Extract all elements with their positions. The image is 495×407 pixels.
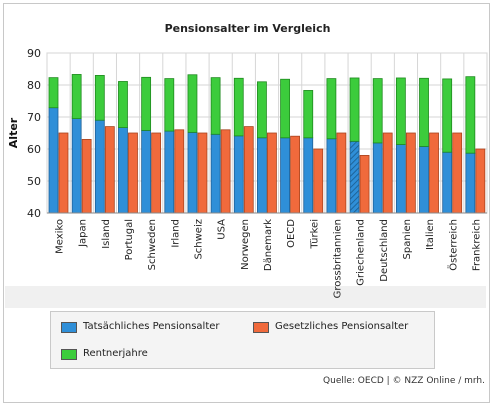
y-tick-label: 60 — [27, 143, 41, 156]
y-tick-label: 40 — [27, 207, 41, 220]
bar-actual — [94, 119, 105, 214]
bar-legal — [197, 132, 208, 214]
y-axis-label: Alter — [7, 117, 20, 148]
bar-actual — [280, 137, 290, 214]
x-tick-label: Griechenland — [356, 219, 367, 286]
bar-legal — [382, 132, 393, 214]
x-tick-label: Spanien — [402, 219, 413, 259]
x-tick-label: Schweden — [147, 219, 158, 270]
y-tick-label: 70 — [27, 111, 41, 124]
x-tick-label: Norwegen — [240, 219, 251, 270]
bar-legal — [81, 138, 92, 214]
bar-retirement-years — [395, 77, 406, 145]
bar-legal — [336, 132, 347, 214]
bar-actual — [233, 135, 244, 214]
bar-retirement-years — [187, 74, 198, 133]
bar-retirement-years — [372, 78, 383, 144]
legend: Tatsächliches Pensionsalter Gesetzliches… — [50, 311, 435, 369]
x-tick-label: Portugal — [124, 219, 135, 260]
legend-label-actual: Tatsächliches Pensionsalter — [83, 321, 220, 332]
bar-actual — [303, 137, 314, 214]
bar-actual — [419, 146, 429, 214]
bar-retirement-years — [419, 77, 429, 147]
label-band — [5, 286, 486, 308]
bar-retirement-years — [349, 77, 360, 142]
y-tick-label: 80 — [27, 79, 41, 92]
source-note: Quelle: OECD | © NZZ Online / mrh. — [323, 376, 485, 386]
bar-retirement-years — [210, 77, 221, 135]
bar-actual — [349, 140, 360, 214]
bar-actual — [442, 151, 453, 214]
bar-retirement-years — [118, 81, 128, 128]
legend-label-retire: Rentnerjahre — [83, 348, 148, 359]
bar-legal — [104, 126, 115, 214]
bar-retirement-years — [465, 76, 476, 154]
bar-retirement-years — [48, 77, 59, 109]
legend-label-legal: Gesetzliches Pensionsalter — [275, 321, 409, 332]
x-tick-label: Schweiz — [194, 219, 205, 260]
x-tick-label: Türkei — [309, 219, 320, 250]
bar-legal — [290, 135, 300, 214]
bar-actual — [257, 137, 267, 214]
x-tick-label: Island — [101, 219, 112, 249]
x-tick-label: USA — [217, 219, 228, 240]
x-tick-label: OECD — [286, 219, 297, 248]
bar-actual — [187, 131, 198, 214]
x-tick-label: Italien — [425, 219, 436, 250]
x-tick-label: Mexiko — [55, 219, 66, 254]
bar-actual — [48, 107, 59, 214]
bar-retirement-years — [257, 81, 267, 139]
x-tick-label: Österreich — [446, 219, 459, 271]
chart-title: Pensionsalter im Vergleich — [164, 22, 331, 35]
bar-legal — [220, 129, 231, 214]
x-tick-label: Dänemark — [263, 219, 274, 271]
bar-legal — [151, 132, 162, 214]
bar-legal — [359, 154, 370, 214]
x-tick-label: Grossbritannien — [332, 219, 343, 298]
bar-legal — [243, 126, 254, 214]
bar-legal — [475, 148, 486, 214]
bar-actual — [164, 130, 175, 214]
bar-actual — [395, 144, 406, 214]
legend-swatch-actual — [61, 322, 77, 333]
bar-actual — [465, 152, 476, 214]
bar-retirement-years — [326, 78, 337, 140]
bar-legal — [313, 148, 324, 214]
x-tick-label: Irland — [170, 219, 181, 248]
bar-retirement-years — [141, 76, 152, 131]
bar-legal — [128, 132, 138, 214]
bar-legal — [452, 132, 463, 214]
bar-legal — [174, 129, 185, 214]
bar-actual — [71, 118, 82, 214]
bar-legal — [405, 132, 416, 214]
bar-retirement-years — [94, 75, 105, 121]
bar-legal — [429, 132, 439, 214]
y-tick-label: 90 — [27, 47, 41, 60]
bar-retirement-years — [303, 90, 314, 139]
bar-legal — [58, 132, 69, 214]
bar-actual — [118, 127, 128, 214]
bar-retirement-years — [164, 78, 175, 132]
bar-retirement-years — [442, 78, 453, 153]
legend-swatch-retire — [61, 349, 77, 360]
x-tick-label: Deutschland — [379, 219, 390, 282]
x-tick-label: Frankreich — [471, 219, 482, 271]
x-tick-label: Japan — [78, 219, 89, 248]
bar-retirement-years — [71, 74, 82, 120]
bar-legal — [267, 132, 277, 214]
legend-swatch-legal — [253, 322, 269, 333]
bar-actual — [141, 130, 152, 214]
bar-actual — [326, 138, 337, 214]
bar-retirement-years — [280, 78, 290, 139]
bar-retirement-years — [233, 77, 244, 137]
y-tick-label: 50 — [27, 175, 41, 188]
bar-actual — [372, 142, 383, 214]
bar-actual — [210, 133, 221, 214]
